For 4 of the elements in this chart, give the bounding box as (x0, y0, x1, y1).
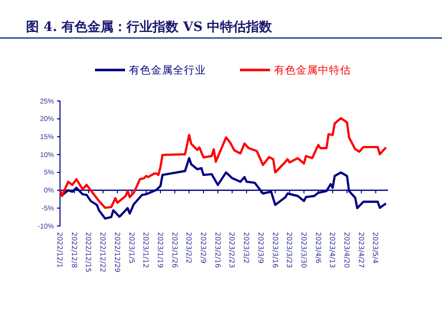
line-series (58, 117, 388, 209)
legend-label: 有色金属全行业 (129, 64, 206, 77)
legend-label: 有色金属中特估 (274, 64, 351, 77)
chart-title: 图 4. 有色金属：行业指数 VS 中特估指数 (26, 20, 274, 35)
